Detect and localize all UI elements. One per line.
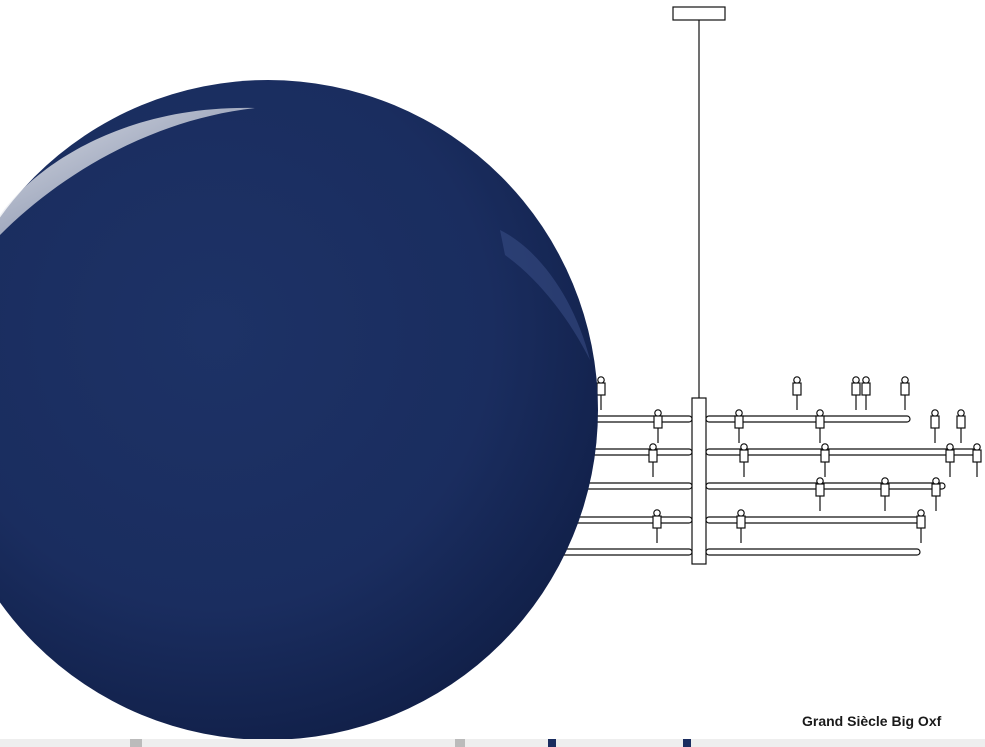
lacquer-ball-icon [0,80,598,740]
product-caption: Grand Siècle Big Oxf [802,713,942,729]
strip-mark [130,739,142,747]
strip-mark [683,739,691,747]
strip-mark [548,739,556,747]
strip-mark [455,739,465,747]
bottom-strip [0,739,985,747]
